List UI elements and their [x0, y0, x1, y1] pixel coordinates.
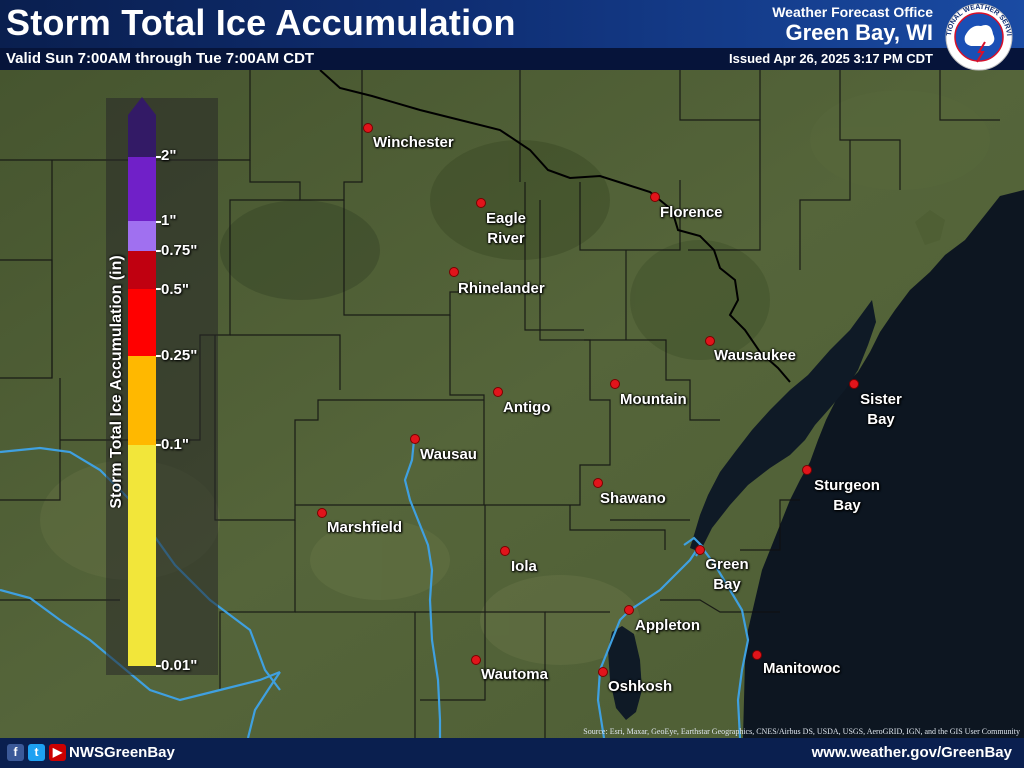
legend-tickmark [156, 156, 161, 158]
city-marker-rhinelander [449, 267, 459, 277]
city-marker-oshkosh [598, 667, 608, 677]
county-lines [0, 70, 1000, 738]
city-marker-wausaukee [705, 336, 715, 346]
city-marker-florence [650, 192, 660, 202]
legend-tickmark [156, 355, 161, 357]
city-marker-green-bay [695, 545, 705, 555]
legend-swatch-01-025 [128, 356, 156, 445]
city-marker-winchester [363, 123, 373, 133]
legend-tick-1: 1" [161, 212, 177, 229]
legend-tickmark [156, 250, 161, 252]
city-label-appleton: Appleton [635, 617, 700, 634]
legend-tick-01: 0.1" [161, 436, 189, 453]
website-link[interactable]: www.weather.gov/GreenBay [811, 744, 1012, 761]
lake-michigan [743, 190, 1024, 738]
legend-swatch-075-1 [128, 221, 156, 251]
city-label-wausaukee: Wausaukee [714, 347, 796, 364]
city-marker-iola [500, 546, 510, 556]
facebook-icon[interactable]: f [7, 744, 24, 761]
green-bay-water [690, 300, 876, 552]
legend-tickmark [156, 288, 161, 290]
city-label-winchester: Winchester [373, 134, 454, 151]
legend-tick-001: 0.01" [161, 657, 198, 674]
city-marker-manitowoc [752, 650, 762, 660]
nws-logo-icon[interactable]: NATIONAL WEATHER SERVICE [941, 2, 1017, 72]
legend-tickmark [156, 444, 161, 446]
washington-island [915, 210, 945, 245]
office-label: Weather Forecast Office [772, 4, 933, 20]
city-label-wausau: Wausau [420, 446, 477, 463]
city-marker-appleton [624, 605, 634, 615]
legend-tickmark [156, 221, 161, 223]
issued-time: Issued Apr 26, 2025 3:17 PM CDT [729, 51, 933, 66]
page-title: Storm Total Ice Accumulation [6, 2, 516, 43]
city-label-shawano: Shawano [600, 490, 666, 507]
city-label-eagle-river: Eagle River [485, 210, 527, 247]
social-handle[interactable]: NWSGreenBay [69, 744, 175, 761]
city-label-wautoma: Wautoma [481, 666, 548, 683]
twitter-icon[interactable]: t [28, 744, 45, 761]
legend-swatch-05-075 [128, 251, 156, 289]
legend-tickmark [156, 665, 161, 667]
legend-swatch-025-05 [128, 289, 156, 356]
legend-tick-2: 2" [161, 147, 177, 164]
legend-swatch-001-01 [128, 445, 156, 666]
city-marker-antigo [493, 387, 503, 397]
city-label-florence: Florence [660, 204, 723, 221]
valid-bar: Valid Sun 7:00AM through Tue 7:00AM CDT [0, 48, 1024, 70]
legend-tick-025: 0.25" [161, 347, 198, 364]
city-marker-eagle-river [476, 198, 486, 208]
city-marker-shawano [593, 478, 603, 488]
office-city: Green Bay, WI [785, 20, 933, 45]
city-marker-marshfield [317, 508, 327, 518]
city-marker-mountain [610, 379, 620, 389]
city-label-manitowoc: Manitowoc [763, 660, 841, 677]
city-label-sturgeon-bay: Sturgeon Bay [814, 477, 880, 514]
city-label-marshfield: Marshfield [327, 519, 403, 536]
valid-time: Valid Sun 7:00AM through Tue 7:00AM CDT [6, 50, 315, 67]
legend-swatch-1-2 [128, 157, 156, 221]
city-label-green-bay: Green Bay [705, 556, 749, 593]
city-marker-wausau [410, 434, 420, 444]
city-label-iola: Iola [511, 558, 537, 575]
legend-title-text: Storm Total Ice Accumulation (in) [108, 255, 125, 509]
footer-bar: f t ▶ NWSGreenBay www.weather.gov/GreenB… [0, 738, 1024, 768]
city-label-sister-bay: Sister Bay [860, 391, 902, 428]
header-bar: Storm Total Ice Accumulation Valid Sun 7… [0, 0, 1024, 70]
city-label-oshkosh: Oshkosh [608, 678, 673, 695]
city-label-mountain: Mountain [620, 391, 687, 408]
legend-tick-075: 0.75" [161, 242, 198, 259]
city-marker-wautoma [471, 655, 481, 665]
lake-winnebago [608, 626, 642, 720]
city-label-rhinelander: Rhinelander [458, 280, 545, 297]
city-label-antigo: Antigo [503, 399, 551, 416]
legend-arrow [128, 97, 156, 157]
city-marker-sturgeon-bay [802, 465, 812, 475]
youtube-icon[interactable]: ▶ [49, 744, 66, 761]
state-border [319, 70, 791, 383]
legend-tick-05: 0.5" [161, 281, 189, 298]
city-marker-sister-bay [849, 379, 859, 389]
legend-panel [106, 98, 218, 675]
map-source-attribution: Source: Esri, Maxar, GeoEye, Earthstar G… [583, 727, 1020, 736]
